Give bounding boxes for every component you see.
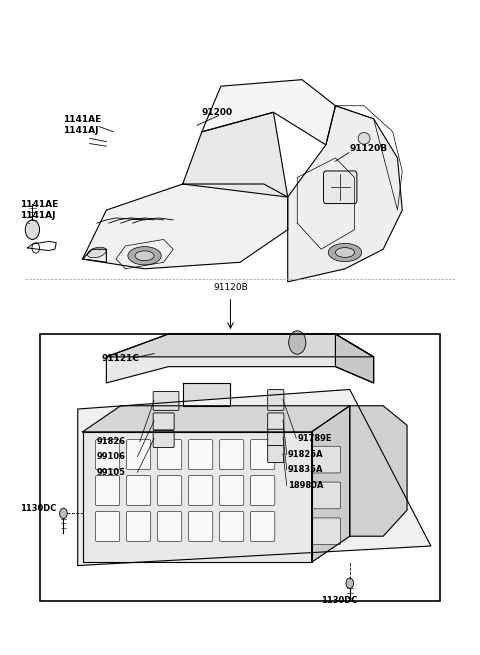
FancyBboxPatch shape: [251, 476, 275, 506]
FancyBboxPatch shape: [153, 430, 174, 447]
Text: 91789E: 91789E: [297, 434, 332, 443]
FancyBboxPatch shape: [312, 446, 341, 473]
Text: 91200: 91200: [202, 108, 233, 117]
FancyBboxPatch shape: [268, 429, 284, 446]
FancyBboxPatch shape: [126, 512, 151, 542]
FancyBboxPatch shape: [189, 512, 213, 542]
FancyBboxPatch shape: [157, 512, 182, 542]
Polygon shape: [312, 405, 350, 562]
Text: 1130DC: 1130DC: [321, 595, 358, 605]
Circle shape: [346, 578, 354, 588]
Circle shape: [25, 220, 39, 240]
Ellipse shape: [135, 251, 154, 261]
FancyBboxPatch shape: [157, 440, 182, 470]
Polygon shape: [288, 105, 402, 282]
FancyBboxPatch shape: [268, 413, 284, 430]
Ellipse shape: [336, 248, 355, 257]
FancyBboxPatch shape: [153, 392, 179, 410]
FancyBboxPatch shape: [219, 476, 244, 506]
FancyBboxPatch shape: [153, 413, 174, 430]
Polygon shape: [336, 334, 373, 383]
Polygon shape: [83, 184, 288, 269]
Polygon shape: [107, 334, 373, 357]
FancyBboxPatch shape: [324, 171, 357, 204]
FancyBboxPatch shape: [126, 476, 151, 506]
Text: 18980A: 18980A: [288, 481, 323, 490]
Ellipse shape: [358, 132, 370, 144]
Ellipse shape: [328, 244, 362, 261]
Circle shape: [60, 508, 67, 519]
FancyBboxPatch shape: [96, 476, 120, 506]
Polygon shape: [83, 432, 312, 562]
Polygon shape: [107, 334, 373, 383]
Text: 91120B: 91120B: [350, 143, 388, 153]
Text: 1141AE
1141AJ: 1141AE 1141AJ: [21, 200, 59, 220]
Polygon shape: [350, 405, 407, 536]
Text: 99106: 99106: [97, 452, 126, 461]
FancyBboxPatch shape: [126, 440, 151, 470]
Ellipse shape: [128, 247, 161, 265]
FancyBboxPatch shape: [189, 440, 213, 470]
Polygon shape: [183, 383, 230, 405]
Circle shape: [288, 331, 306, 354]
Text: 91825A: 91825A: [288, 450, 324, 459]
Polygon shape: [202, 80, 336, 145]
FancyBboxPatch shape: [219, 512, 244, 542]
FancyBboxPatch shape: [96, 512, 120, 542]
Polygon shape: [78, 390, 431, 565]
FancyBboxPatch shape: [189, 476, 213, 506]
FancyBboxPatch shape: [251, 512, 275, 542]
Text: 91835A: 91835A: [288, 465, 323, 474]
FancyBboxPatch shape: [312, 482, 341, 509]
FancyBboxPatch shape: [251, 440, 275, 470]
FancyBboxPatch shape: [219, 440, 244, 470]
FancyBboxPatch shape: [96, 440, 120, 470]
Text: 1141AE
1141AJ: 1141AE 1141AJ: [63, 115, 102, 136]
FancyBboxPatch shape: [268, 445, 284, 462]
Polygon shape: [183, 112, 288, 197]
Text: 91121C: 91121C: [102, 354, 140, 363]
Text: 99105: 99105: [97, 468, 126, 477]
FancyBboxPatch shape: [312, 518, 341, 545]
Text: 91826: 91826: [97, 437, 126, 446]
FancyBboxPatch shape: [268, 390, 284, 410]
FancyBboxPatch shape: [157, 476, 182, 506]
Text: 1130DC: 1130DC: [21, 504, 57, 514]
Text: 91120B: 91120B: [213, 282, 248, 291]
Ellipse shape: [87, 247, 106, 258]
Polygon shape: [83, 405, 350, 432]
